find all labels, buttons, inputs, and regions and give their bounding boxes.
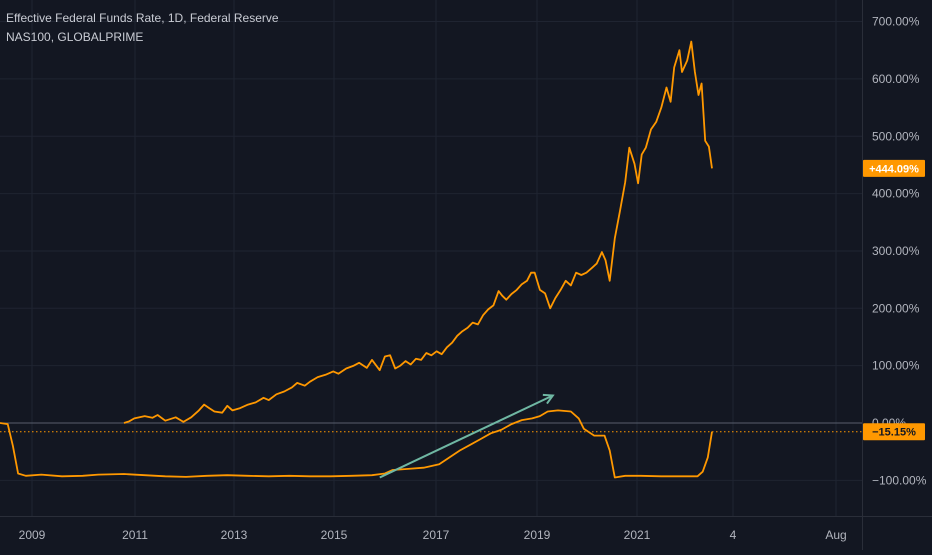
x-tick-label: 2009 <box>19 528 46 542</box>
x-tick-label: 2011 <box>122 528 148 542</box>
y-tick-label: 600.00% <box>872 72 920 86</box>
last-value-badge-nas100: +444.09% <box>863 159 925 177</box>
x-tick-label: 2017 <box>423 528 450 542</box>
series-line-nas100[interactable] <box>123 40 713 424</box>
y-tick-label: 300.00% <box>872 244 920 258</box>
series-layer <box>0 40 713 479</box>
badge-background <box>863 423 925 441</box>
badge-text: −15.15% <box>872 427 916 439</box>
x-tick-label: 2013 <box>221 528 248 542</box>
trend-arrow-head <box>542 393 555 405</box>
x-tick-label: 2015 <box>321 528 348 542</box>
grid <box>0 0 862 516</box>
annotation-layer <box>379 393 555 479</box>
y-tick-label: 500.00% <box>872 129 920 143</box>
x-tick-label: Aug <box>825 528 846 542</box>
legend-compare-series: NAS100, GLOBALPRIME <box>6 30 144 44</box>
y-tick-label: 400.00% <box>872 187 920 201</box>
series-line-fed-rate[interactable] <box>0 409 713 479</box>
chart-legend: Effective Federal Funds Rate, 1D, Federa… <box>6 9 279 47</box>
y-tick-label: 200.00% <box>872 301 920 315</box>
trend-arrow-line[interactable] <box>379 394 554 479</box>
x-tick-label: 2021 <box>624 528 651 542</box>
y-tick-label: 100.00% <box>872 359 920 373</box>
x-tick-label: 2019 <box>524 528 551 542</box>
x-tick-label: 4 <box>730 528 737 542</box>
y-tick-label: −100.00% <box>872 473 927 487</box>
legend-main-series: Effective Federal Funds Rate, 1D, Federa… <box>6 11 279 25</box>
y-tick-label: 700.00% <box>872 15 920 29</box>
last-value-badge-fed-rate: −15.15% <box>863 423 925 441</box>
reference-lines <box>0 422 862 433</box>
badge-text: +444.09% <box>869 163 919 175</box>
badge-background <box>863 159 925 177</box>
